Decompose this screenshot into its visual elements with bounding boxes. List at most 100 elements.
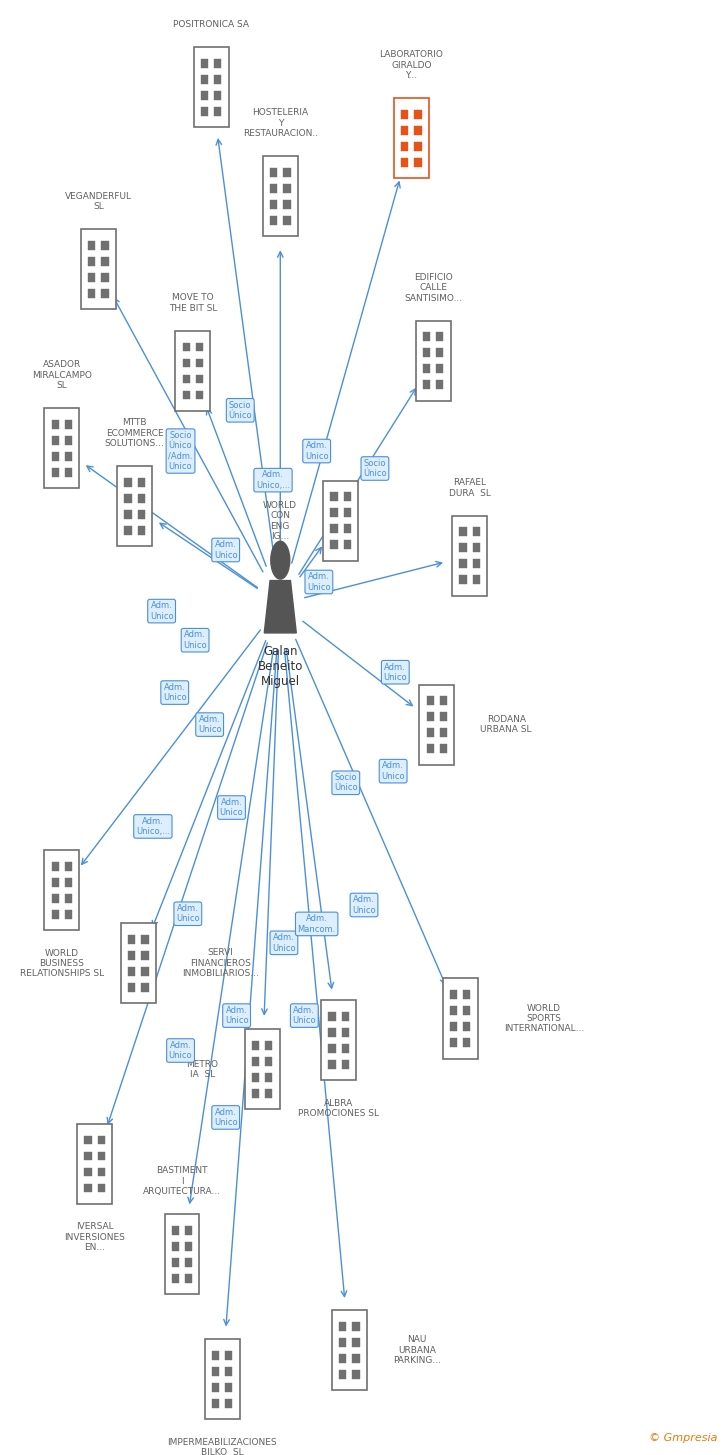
FancyBboxPatch shape xyxy=(459,527,467,537)
FancyBboxPatch shape xyxy=(423,332,430,342)
Text: WORLD
SPORTS
INTERNATIONAL...: WORLD SPORTS INTERNATIONAL... xyxy=(504,1004,584,1033)
FancyBboxPatch shape xyxy=(414,109,422,119)
FancyBboxPatch shape xyxy=(77,1123,112,1205)
Text: Adm.
Unico: Adm. Unico xyxy=(381,761,405,781)
FancyBboxPatch shape xyxy=(214,74,221,84)
FancyBboxPatch shape xyxy=(414,141,422,151)
FancyBboxPatch shape xyxy=(84,1151,92,1161)
FancyBboxPatch shape xyxy=(121,924,156,1004)
Text: EDIFICIO
CALLE
SANTISIMO...: EDIFICIO CALLE SANTISIMO... xyxy=(404,274,462,303)
FancyBboxPatch shape xyxy=(344,492,351,502)
Text: Adm.
Unico: Adm. Unico xyxy=(293,1005,316,1026)
FancyBboxPatch shape xyxy=(463,1037,470,1048)
Text: MTTB
ECOMMERCE
SOLUTIONS...: MTTB ECOMMERCE SOLUTIONS... xyxy=(105,419,165,448)
FancyBboxPatch shape xyxy=(450,1021,457,1032)
FancyBboxPatch shape xyxy=(436,380,443,390)
FancyBboxPatch shape xyxy=(52,435,59,445)
FancyBboxPatch shape xyxy=(124,477,132,487)
FancyBboxPatch shape xyxy=(88,272,95,282)
FancyBboxPatch shape xyxy=(84,1183,92,1193)
FancyBboxPatch shape xyxy=(212,1398,219,1408)
FancyBboxPatch shape xyxy=(401,141,408,151)
Text: Adm.
Unico: Adm. Unico xyxy=(352,895,376,915)
Text: METRO
IA  SL: METRO IA SL xyxy=(186,1059,218,1080)
FancyBboxPatch shape xyxy=(196,358,203,368)
FancyBboxPatch shape xyxy=(52,877,59,888)
FancyBboxPatch shape xyxy=(344,524,351,534)
Text: ALBRA
PROMOCIONES SL: ALBRA PROMOCIONES SL xyxy=(298,1099,379,1117)
FancyBboxPatch shape xyxy=(440,744,447,754)
FancyBboxPatch shape xyxy=(196,342,203,352)
FancyBboxPatch shape xyxy=(252,1040,259,1051)
FancyBboxPatch shape xyxy=(141,982,149,992)
FancyBboxPatch shape xyxy=(332,1311,367,1391)
FancyBboxPatch shape xyxy=(98,1167,105,1177)
Text: Socio
Único: Socio Único xyxy=(229,400,252,420)
FancyBboxPatch shape xyxy=(84,1135,92,1145)
Text: Adm.
Unico: Adm. Unico xyxy=(163,682,186,703)
FancyBboxPatch shape xyxy=(88,240,95,250)
Text: Adm.
Unico: Adm. Unico xyxy=(305,441,328,461)
FancyBboxPatch shape xyxy=(283,167,290,178)
FancyBboxPatch shape xyxy=(183,390,190,400)
FancyBboxPatch shape xyxy=(183,358,190,368)
FancyBboxPatch shape xyxy=(52,451,59,461)
Text: NAU
URBANA
PARKING...: NAU URBANA PARKING... xyxy=(393,1336,441,1365)
FancyBboxPatch shape xyxy=(128,950,135,960)
FancyBboxPatch shape xyxy=(65,909,72,920)
Text: MOVE TO
THE BIT SL: MOVE TO THE BIT SL xyxy=(169,294,217,313)
FancyBboxPatch shape xyxy=(212,1366,219,1376)
FancyBboxPatch shape xyxy=(124,509,132,519)
FancyBboxPatch shape xyxy=(463,1005,470,1016)
FancyBboxPatch shape xyxy=(270,199,277,210)
FancyBboxPatch shape xyxy=(52,909,59,920)
FancyBboxPatch shape xyxy=(172,1241,179,1251)
FancyBboxPatch shape xyxy=(436,364,443,374)
FancyBboxPatch shape xyxy=(65,419,72,429)
FancyBboxPatch shape xyxy=(252,1072,259,1083)
FancyBboxPatch shape xyxy=(183,374,190,384)
FancyBboxPatch shape xyxy=(265,1040,272,1051)
FancyBboxPatch shape xyxy=(141,950,149,960)
FancyBboxPatch shape xyxy=(165,1213,199,1295)
FancyBboxPatch shape xyxy=(124,525,132,535)
FancyBboxPatch shape xyxy=(419,684,454,765)
Text: Adm.
Unico: Adm. Unico xyxy=(272,933,296,953)
Text: Adm.
Mancom.: Adm. Mancom. xyxy=(298,914,336,934)
Text: IVERSAL
INVERSIONES
EN...: IVERSAL INVERSIONES EN... xyxy=(64,1222,125,1251)
FancyBboxPatch shape xyxy=(225,1350,232,1360)
FancyBboxPatch shape xyxy=(84,1167,92,1177)
FancyBboxPatch shape xyxy=(394,97,429,178)
FancyBboxPatch shape xyxy=(138,493,145,503)
FancyBboxPatch shape xyxy=(328,1027,336,1037)
FancyBboxPatch shape xyxy=(352,1337,360,1347)
Text: Adm.
Unico: Adm. Unico xyxy=(220,797,243,818)
FancyBboxPatch shape xyxy=(263,156,298,236)
Text: RAFAEL
DURA  SL: RAFAEL DURA SL xyxy=(448,479,491,498)
FancyBboxPatch shape xyxy=(101,288,108,298)
FancyBboxPatch shape xyxy=(423,380,430,390)
FancyBboxPatch shape xyxy=(201,106,208,116)
FancyBboxPatch shape xyxy=(459,543,467,553)
FancyBboxPatch shape xyxy=(98,1183,105,1193)
FancyBboxPatch shape xyxy=(185,1225,192,1235)
FancyBboxPatch shape xyxy=(205,1339,240,1419)
FancyBboxPatch shape xyxy=(212,1350,219,1360)
FancyBboxPatch shape xyxy=(341,1027,349,1037)
FancyBboxPatch shape xyxy=(201,90,208,100)
Polygon shape xyxy=(264,581,296,633)
FancyBboxPatch shape xyxy=(98,1151,105,1161)
FancyBboxPatch shape xyxy=(128,934,135,944)
FancyBboxPatch shape xyxy=(128,982,135,992)
FancyBboxPatch shape xyxy=(331,508,338,518)
FancyBboxPatch shape xyxy=(450,989,457,1000)
FancyBboxPatch shape xyxy=(341,1043,349,1053)
Text: Adm.
Unico: Adm. Unico xyxy=(150,601,173,621)
FancyBboxPatch shape xyxy=(172,1273,179,1283)
FancyBboxPatch shape xyxy=(88,288,95,298)
FancyBboxPatch shape xyxy=(341,1059,349,1069)
FancyBboxPatch shape xyxy=(427,728,434,738)
FancyBboxPatch shape xyxy=(175,330,210,410)
FancyBboxPatch shape xyxy=(414,157,422,167)
Text: Adm.
Unico: Adm. Unico xyxy=(307,572,331,592)
